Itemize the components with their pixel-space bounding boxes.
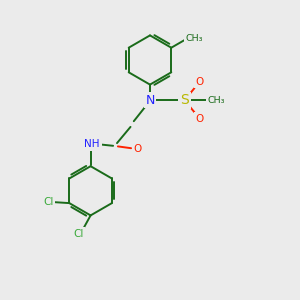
Text: NH: NH	[84, 139, 100, 149]
Text: Cl: Cl	[43, 196, 53, 207]
Text: O: O	[134, 144, 142, 154]
Text: O: O	[195, 114, 204, 124]
Text: CH₃: CH₃	[207, 96, 225, 105]
Text: CH₃: CH₃	[185, 34, 203, 43]
Text: Cl: Cl	[74, 229, 84, 239]
Text: O: O	[195, 76, 204, 87]
Text: N: N	[145, 94, 155, 107]
Text: S: S	[180, 93, 189, 107]
